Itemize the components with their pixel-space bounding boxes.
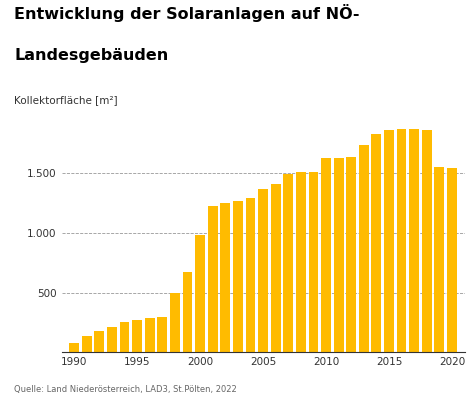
Bar bbox=[435, 168, 444, 352]
Bar bbox=[246, 198, 255, 352]
Bar bbox=[145, 318, 155, 352]
Bar bbox=[258, 190, 268, 352]
Bar bbox=[422, 129, 432, 352]
Bar bbox=[82, 336, 91, 352]
Bar bbox=[334, 158, 344, 352]
Text: Landesgebäuden: Landesgebäuden bbox=[14, 48, 168, 63]
Bar bbox=[195, 235, 205, 352]
Bar bbox=[447, 168, 457, 352]
Bar bbox=[409, 129, 419, 352]
Bar bbox=[157, 317, 167, 352]
Bar bbox=[220, 203, 230, 352]
Bar bbox=[132, 320, 142, 352]
Text: Quelle: Land Niederösterreich, LAD3, St.Pölten, 2022: Quelle: Land Niederösterreich, LAD3, St.… bbox=[14, 385, 237, 394]
Bar bbox=[170, 293, 180, 352]
Bar bbox=[271, 183, 281, 352]
Bar bbox=[69, 343, 79, 352]
Bar bbox=[372, 134, 381, 352]
Text: Kollektorfläche [m²]: Kollektorfläche [m²] bbox=[14, 95, 118, 105]
Bar bbox=[397, 129, 407, 352]
Bar bbox=[208, 206, 218, 352]
Bar bbox=[359, 145, 369, 352]
Bar bbox=[321, 158, 331, 352]
Bar bbox=[346, 157, 356, 352]
Bar bbox=[384, 129, 394, 352]
Bar bbox=[309, 171, 319, 352]
Bar bbox=[296, 171, 306, 352]
Bar bbox=[107, 327, 117, 352]
Bar bbox=[94, 331, 104, 352]
Bar bbox=[233, 201, 243, 352]
Text: Entwicklung der Solaranlagen auf NÖ-: Entwicklung der Solaranlagen auf NÖ- bbox=[14, 4, 360, 22]
Bar bbox=[182, 272, 192, 352]
Bar bbox=[119, 322, 129, 352]
Bar bbox=[283, 174, 293, 352]
